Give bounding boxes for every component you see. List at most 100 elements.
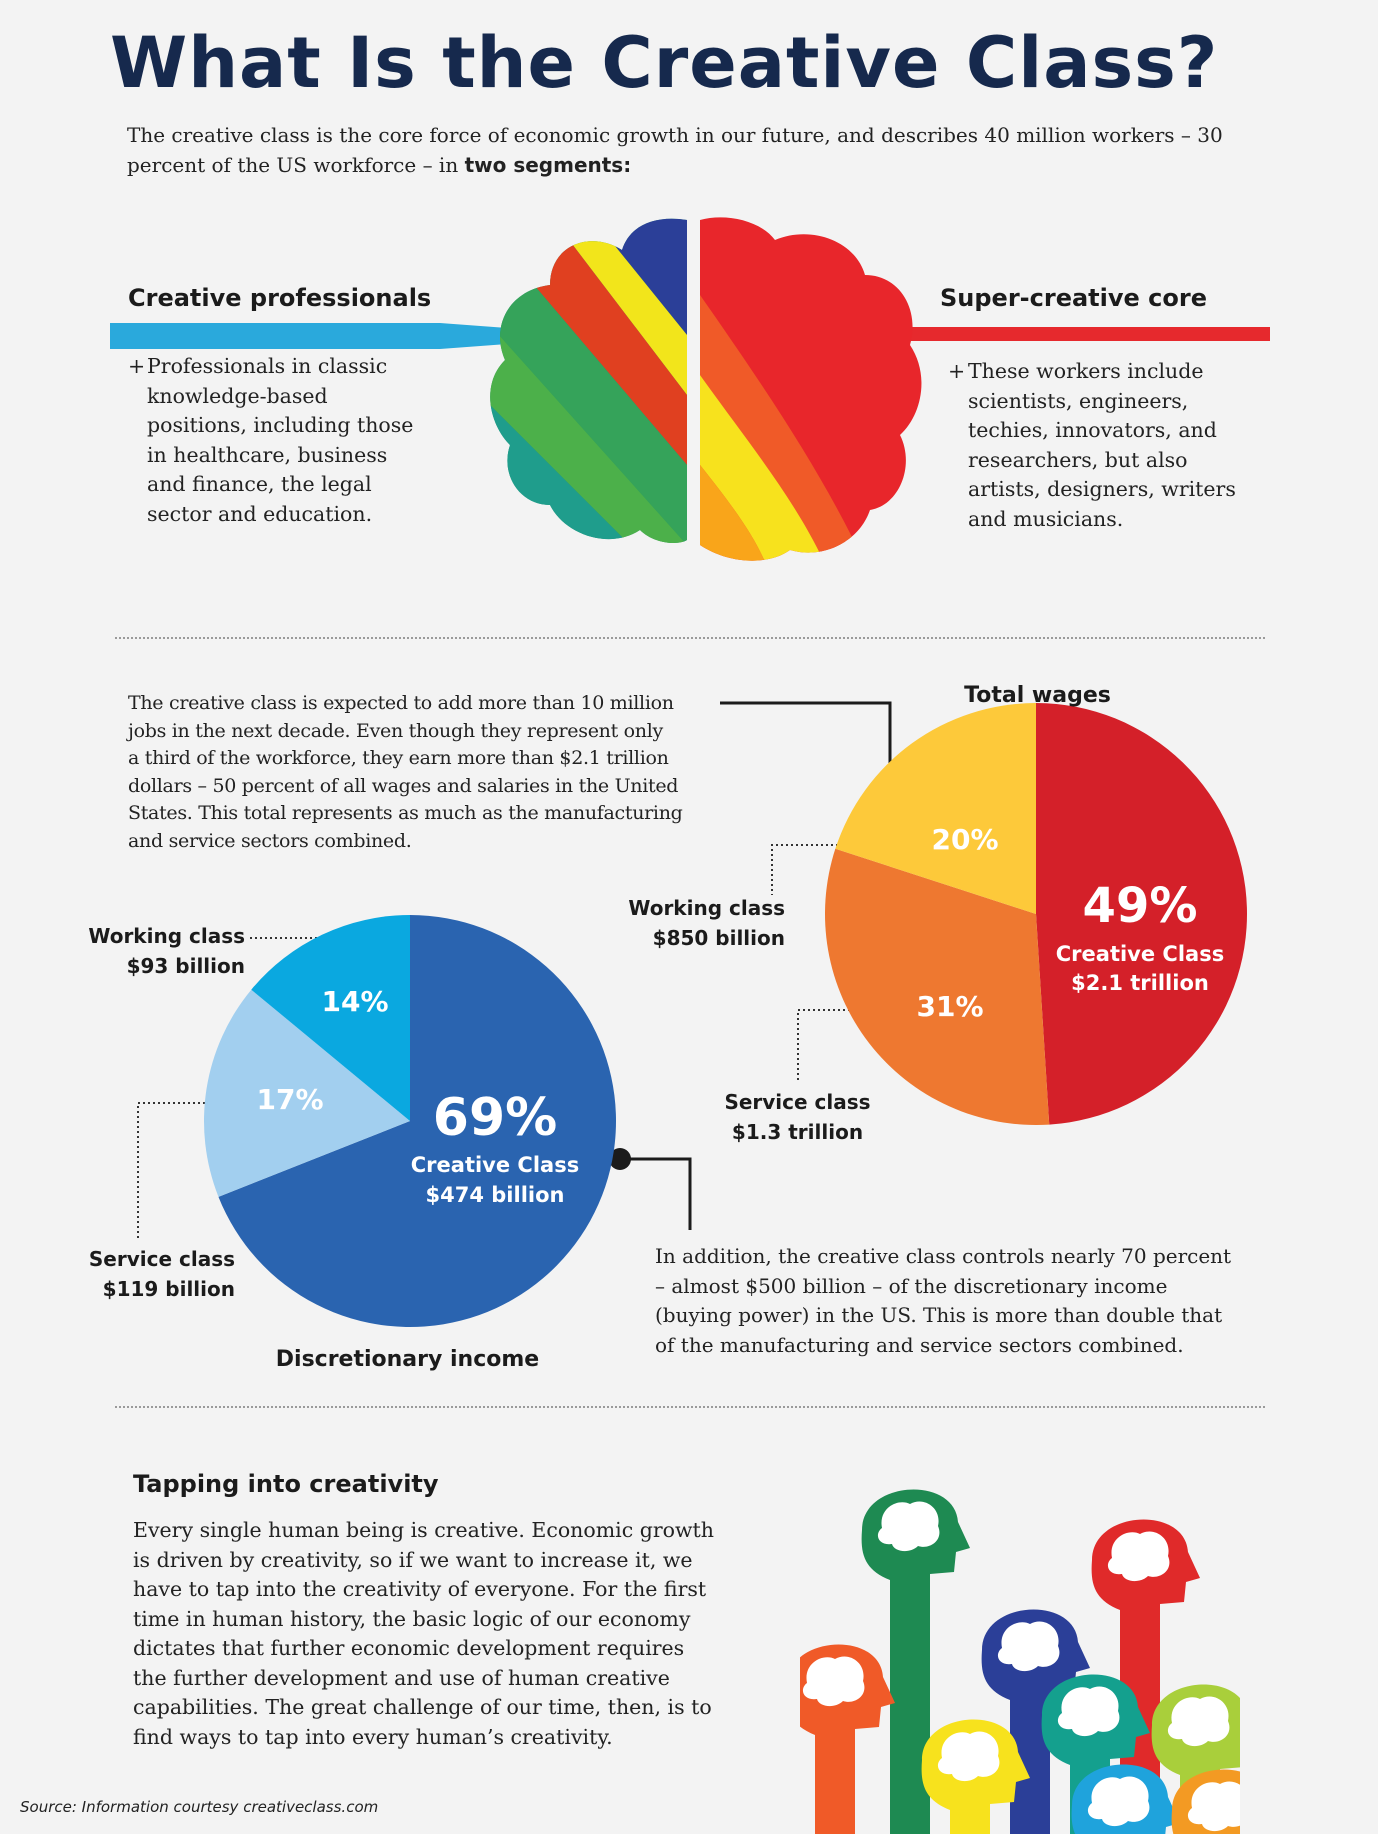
head-icon [921, 1719, 1030, 1834]
left-bullet: + [128, 354, 146, 378]
super-creative-core-line: scientists, engineers, [968, 388, 1189, 413]
wages-paragraph-line: States. This total represents as much as… [128, 802, 683, 824]
super-creative-core-heading: Super-creative core [940, 284, 1207, 312]
total-wages-title: Total wages [964, 683, 1111, 708]
section-divider-2 [115, 1406, 1265, 1408]
income-creative-amount: $474 billion [425, 1183, 565, 1207]
wages-service-name: Service class [724, 1090, 871, 1114]
tapping-paragraph-line: find ways to tap into every human’s crea… [133, 1724, 613, 1749]
income-paragraph: In addition, the creative class controls… [655, 1242, 1295, 1360]
income-service-pct: 17% [256, 1083, 324, 1116]
creative-professionals-heading: Creative professionals [128, 284, 432, 312]
income-working-name: Working class [88, 924, 245, 948]
income-service-label: Service class $119 billion [60, 1244, 235, 1304]
creative-professionals-line: and finance, the legal [147, 472, 372, 496]
wages-paragraph-line: a third of the workforce, they earn more… [128, 747, 669, 769]
wages-working-pct: 20% [931, 823, 999, 856]
wages-working-name: Working class [628, 896, 785, 920]
tapping-paragraph-line: the further development and use of human… [133, 1665, 670, 1690]
income-working-label: Working class $93 billion [60, 921, 245, 981]
page-title: What Is the Creative Class? [110, 22, 1219, 104]
income-callout-line [620, 1157, 692, 1230]
wages-slice-service-class [825, 848, 1050, 1125]
right-bullet: + [948, 359, 966, 383]
wages-creative-label: Creative Class $2.1 trillion [1030, 940, 1250, 998]
income-working-amount: $93 billion [126, 954, 245, 978]
wages-creative-amount: $2.1 trillion [1071, 971, 1209, 995]
tapping-heading: Tapping into creativity [133, 1470, 439, 1498]
income-creative-label: Creative Class $474 billion [385, 1150, 605, 1210]
wages-service-label: Service class $1.3 trillion [700, 1087, 895, 1147]
creative-professionals-line: Professionals in classic [147, 354, 388, 378]
wages-paragraph-line: The creative class is expected to add mo… [128, 692, 674, 714]
income-paragraph-line: In addition, the creative class controls… [655, 1244, 1232, 1268]
income-service-name: Service class [88, 1247, 235, 1271]
super-creative-core-line: and musicians. [968, 506, 1124, 531]
income-paragraph-line: of the manufacturing and service sectors… [655, 1332, 1184, 1357]
creative-professionals-line: knowledge-based [147, 383, 328, 408]
head-icon [800, 1644, 895, 1834]
super-creative-core-line: artists, designers, writers [968, 477, 1236, 501]
creative-professionals-line: sector and education. [147, 501, 373, 526]
super-creative-core-line: techies, innovators, and [968, 418, 1217, 442]
right-hemisphere [700, 217, 922, 561]
income-callout-dot [609, 1148, 631, 1170]
intro-text: The creative class is the core force of … [127, 123, 1223, 177]
source-note: Source: Information courtesy creativecla… [20, 1798, 379, 1816]
wages-callout-line [720, 701, 892, 785]
discretionary-income-title: Discretionary income [275, 1347, 540, 1372]
income-slice-service-class [204, 989, 410, 1197]
tapping-paragraph-line: time in human history, the basic logic o… [133, 1606, 691, 1631]
left-hemisphere [490, 218, 687, 543]
super-creative-core-line: researchers, but also [968, 447, 1188, 472]
wages-paragraph: The creative class is expected to add mo… [128, 690, 728, 855]
brain-illustration [110, 217, 1270, 561]
service-class-income-connector [137, 1102, 240, 1240]
wages-paragraph-line: dollars – 50 percent of all wages and sa… [128, 774, 679, 797]
service-class-wages-connector [797, 1009, 910, 1080]
creative-professionals-line: positions, including those [147, 413, 414, 437]
wages-creative-name: Creative Class [1055, 942, 1225, 966]
wages-slice-creative-class [1036, 702, 1248, 1125]
super-creative-core-description: These workers include scientists, enginee… [968, 357, 1288, 534]
income-paragraph-line: (buying power) in the US. This is more t… [655, 1303, 1223, 1327]
wages-slice-working-class [835, 703, 1036, 914]
tapping-paragraph-line: have to tap into the creativity of every… [133, 1577, 707, 1601]
income-paragraph-line: – almost $500 billion – of the discretio… [655, 1273, 1168, 1298]
tapping-paragraph-line: dictates that further economic developme… [133, 1636, 685, 1660]
tapping-paragraph-line: is driven by creativity, so if we want t… [133, 1547, 693, 1572]
income-creative-name: Creative Class [410, 1153, 580, 1177]
wages-paragraph-line: jobs in the next decade. Even though the… [128, 719, 663, 742]
left-connector-bar [110, 323, 520, 349]
wages-creative-pct: 49% [1082, 878, 1198, 934]
wages-paragraph-line: and service sectors combined. [128, 829, 412, 852]
income-creative-pct: 69% [432, 1088, 558, 1148]
intro-bold: two segments: [464, 153, 632, 177]
wages-service-amount: $1.3 trillion [731, 1120, 864, 1144]
wages-service-pct: 31% [916, 990, 984, 1023]
tapping-paragraph: Every single human being is creative. Ec… [133, 1516, 773, 1752]
heads-illustration [800, 1489, 1240, 1834]
income-working-pct: 14% [321, 985, 389, 1018]
pie-charts [137, 701, 1248, 1327]
head-icon [861, 1489, 970, 1834]
head-icon [1171, 1769, 1240, 1834]
creative-professionals-description: Professionals in classic knowledge-based p… [147, 352, 467, 529]
tapping-paragraph-line: capabilities. The great challenge of our… [133, 1695, 712, 1719]
head-icon [981, 1609, 1090, 1834]
total-wages-pie [825, 702, 1248, 1125]
section-divider [115, 637, 1265, 639]
income-slice-working-class [251, 915, 410, 1121]
creative-professionals-line: in healthcare, business [147, 442, 388, 467]
income-service-amount: $119 billion [102, 1277, 235, 1301]
tapping-paragraph-line: Every single human being is creative. Ec… [133, 1518, 714, 1542]
head-icon [1071, 1764, 1180, 1834]
income-slice-creative-class [218, 915, 616, 1327]
wages-working-label: Working class $850 billion [600, 893, 785, 953]
discretionary-income-pie [204, 915, 616, 1327]
wages-working-amount: $850 billion [652, 926, 785, 950]
super-creative-core-line: These workers include [968, 359, 1204, 383]
right-connector-bar [900, 327, 1270, 341]
intro-paragraph: The creative class is the core force of … [127, 120, 1267, 180]
